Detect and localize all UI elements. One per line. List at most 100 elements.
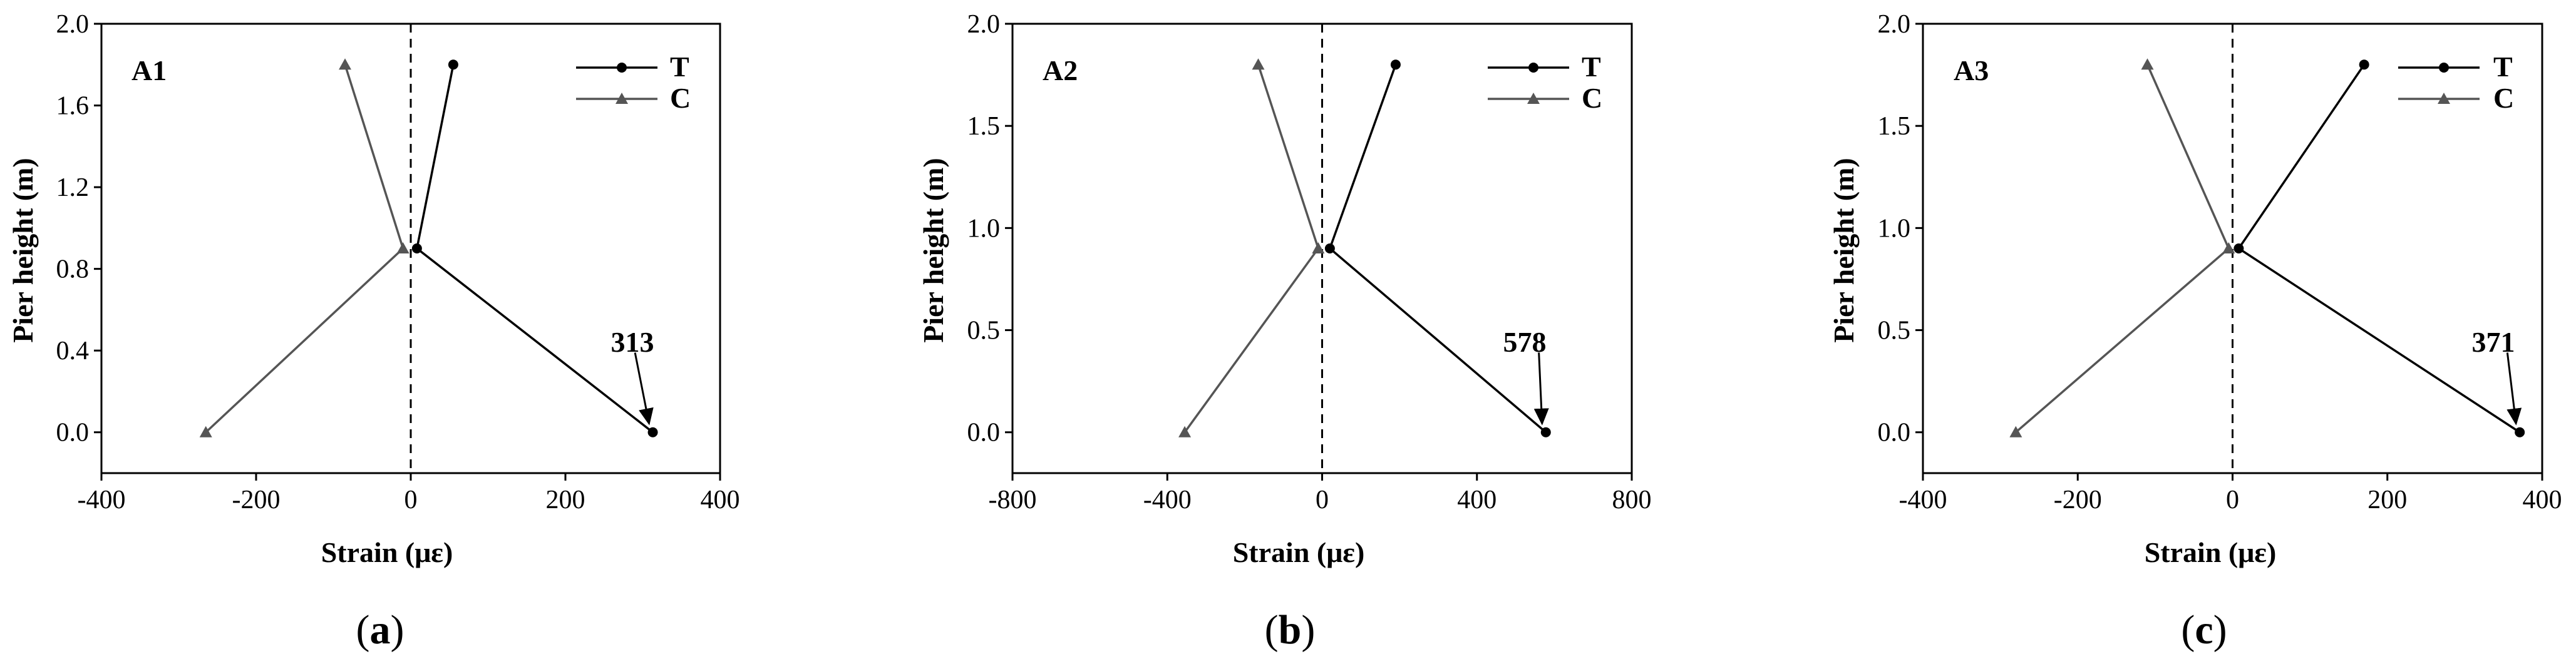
y-tick-label: 2.0	[967, 10, 1001, 39]
triangle-marker	[616, 93, 628, 104]
circle-marker	[1390, 59, 1401, 70]
x-tick-label: -200	[232, 486, 281, 514]
caption-letter: c	[2195, 607, 2213, 653]
y-axis-title: Pier height (m)	[7, 158, 39, 343]
series-line-t	[1328, 64, 1547, 434]
circle-marker	[1324, 243, 1335, 253]
x-tick-label: -200	[2054, 486, 2102, 514]
series-line-c	[205, 64, 404, 434]
x-tick-label: 400	[2523, 486, 2562, 514]
triangle-marker	[2222, 242, 2235, 253]
circle-marker	[1540, 427, 1551, 437]
triangle-marker	[396, 242, 410, 253]
x-tick-label: -400	[1143, 486, 1192, 514]
circle-marker	[1528, 63, 1538, 73]
y-tick-labels: 0.0 0.5 1.0 1.5 2.0	[967, 10, 1001, 447]
x-axis-title: Strain (με)	[1233, 536, 1365, 568]
caption-letter: b	[1279, 607, 1302, 653]
plot-marks	[1005, 23, 1633, 481]
legend-label-c: C	[1582, 82, 1602, 114]
x-tick-label: 800	[1612, 486, 1652, 514]
y-axis-title: Pier height (m)	[1828, 158, 1860, 343]
legend-label-t: T	[670, 51, 689, 83]
plot-marks	[1915, 23, 2543, 481]
y-axis-title: Pier height (m)	[917, 158, 949, 343]
circle-marker	[647, 427, 658, 437]
circle-marker	[2359, 59, 2369, 70]
y-tick-labels: 0.0 0.5 1.0 1.5 2.0	[1878, 10, 1911, 447]
legend-label-c: C	[2493, 82, 2514, 114]
y-tick-label: 0.0	[56, 419, 90, 447]
peak-strain-annotation: 371	[2472, 326, 2515, 358]
caption-letter: a	[370, 607, 391, 653]
x-tick-label: 0	[1316, 486, 1329, 514]
triangle-marker	[1178, 426, 1192, 437]
circle-marker	[448, 59, 458, 70]
y-tick-label: 0.5	[967, 317, 1001, 345]
caption-a: (a)	[356, 607, 404, 653]
caption-close-paren: )	[391, 607, 404, 653]
circle-marker	[411, 243, 422, 253]
x-tick-label: -400	[78, 486, 126, 514]
plot-marks	[94, 23, 721, 481]
x-tick-label: 200	[546, 486, 585, 514]
series-line-t	[415, 64, 654, 434]
triangle-marker	[1252, 58, 1265, 70]
y-tick-label: 0.8	[56, 255, 90, 284]
annotation-arrow	[634, 352, 654, 426]
legend-label-t: T	[2493, 51, 2513, 83]
panel-c: A3 Strain (με) Pier height (m) T C 371 (…	[1828, 10, 2562, 653]
panel-label: A2	[1043, 54, 1078, 86]
circle-marker	[2439, 63, 2449, 73]
y-tick-label: 0.4	[56, 337, 90, 365]
caption-close-paren: )	[2213, 607, 2227, 653]
legend-label-c: C	[670, 82, 691, 114]
triangle-marker	[2009, 426, 2022, 437]
x-tick-label: 400	[701, 486, 740, 514]
x-tick-labels: -400 -200 0 200 400	[78, 486, 740, 514]
panel-b: A2 Strain (με) Pier height (m) T C 578 (…	[917, 10, 1652, 653]
x-tick-labels: -400 -200 0 200 400	[1899, 486, 2562, 514]
y-tick-label: 1.0	[967, 214, 1001, 243]
series-line-c	[2015, 64, 2230, 434]
y-tick-label: 0.0	[967, 419, 1001, 447]
y-tick-label: 1.5	[1878, 112, 1911, 141]
series-line-c	[1183, 64, 1320, 433]
panel-label: A3	[1954, 54, 1989, 86]
x-tick-label: 400	[1457, 486, 1497, 514]
x-tick-label: 200	[2367, 486, 2407, 514]
series-line-t	[2237, 64, 2521, 434]
caption-open-paren: (	[1265, 607, 1279, 653]
y-tick-label: 1.2	[56, 173, 90, 202]
peak-strain-annotation: 313	[611, 326, 654, 358]
annotation-arrow	[2506, 352, 2522, 426]
circle-marker	[2515, 427, 2525, 437]
x-axis-title: Strain (με)	[2145, 536, 2277, 568]
caption-c: (c)	[2181, 607, 2227, 653]
x-tick-label: 0	[404, 486, 418, 514]
y-tick-label: 1.5	[967, 112, 1001, 141]
panel-label: A1	[131, 54, 167, 86]
triangle-marker	[1527, 93, 1540, 104]
x-tick-label: 0	[2226, 486, 2239, 514]
caption-close-paren: )	[1301, 607, 1315, 653]
triangle-marker	[2438, 93, 2450, 104]
triangle-marker	[2141, 58, 2154, 70]
circle-marker	[2233, 243, 2244, 253]
x-axis-title: Strain (με)	[321, 536, 453, 568]
triangle-marker	[1312, 242, 1325, 253]
y-tick-label: 0.0	[1878, 419, 1911, 447]
legend-label-t: T	[1582, 51, 1601, 83]
caption-open-paren: (	[2181, 607, 2195, 653]
triangle-marker	[339, 58, 352, 70]
y-tick-label: 2.0	[1878, 10, 1911, 39]
triangle-marker	[199, 426, 212, 437]
y-tick-label: 1.6	[56, 92, 90, 121]
caption-open-paren: (	[356, 607, 370, 653]
panel-a: A1 Strain (με) Pier height (m) T C 313 (…	[7, 10, 740, 653]
x-tick-labels: -800 -400 0 400 800	[989, 486, 1652, 514]
circle-marker	[617, 63, 627, 73]
y-tick-label: 1.0	[1878, 214, 1911, 243]
x-tick-label: -400	[1899, 486, 1947, 514]
